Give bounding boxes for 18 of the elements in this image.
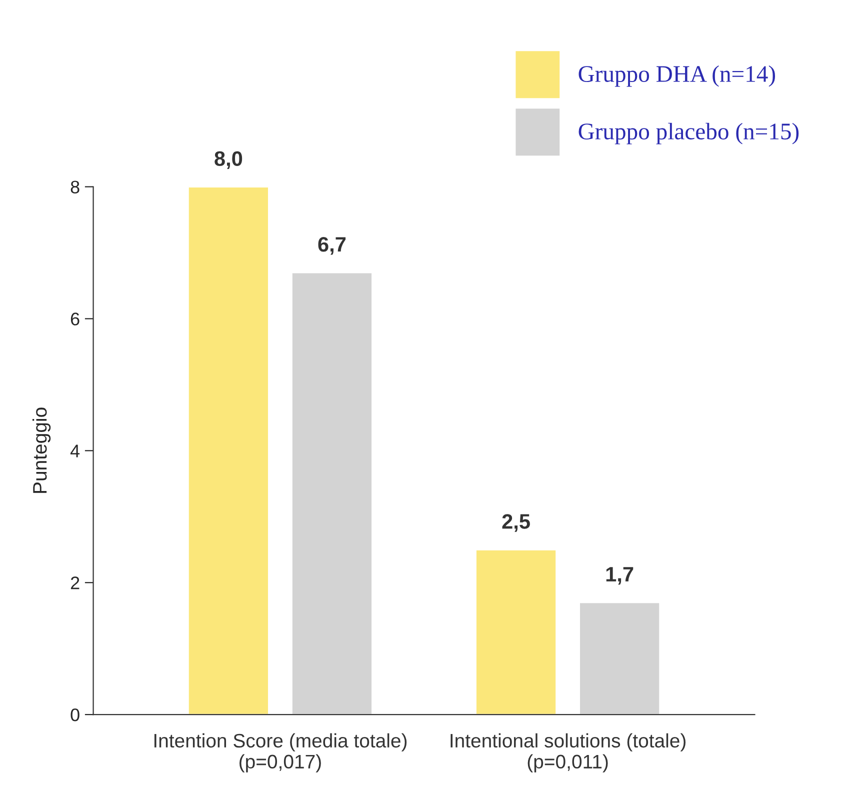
data-label: 8,0 xyxy=(214,151,242,169)
bar xyxy=(187,186,270,715)
x-tick-label: Intentional solutions (totale) (p=0,011) xyxy=(450,733,686,772)
data-label: 6,7 xyxy=(318,236,346,255)
legend-label: Gruppo DHA (n=14) xyxy=(578,65,776,87)
x-tick-label: Intention Score (media totale) (p=0,017) xyxy=(154,733,407,772)
y-tick-label: 6 xyxy=(70,312,80,326)
data-label: 1,7 xyxy=(606,567,634,585)
y-tick-label: 4 xyxy=(70,444,80,458)
y-axis-title: Punteggio xyxy=(32,408,51,493)
bar xyxy=(578,602,661,715)
legend-label: Gruppo placebo (n=15) xyxy=(578,122,799,144)
bar xyxy=(475,548,557,715)
bar xyxy=(291,272,373,715)
data-label: 2,5 xyxy=(502,514,530,532)
y-tick-label: 2 xyxy=(70,576,80,590)
y-tick-label: 8 xyxy=(70,180,80,194)
y-tick-label: 0 xyxy=(70,708,80,722)
